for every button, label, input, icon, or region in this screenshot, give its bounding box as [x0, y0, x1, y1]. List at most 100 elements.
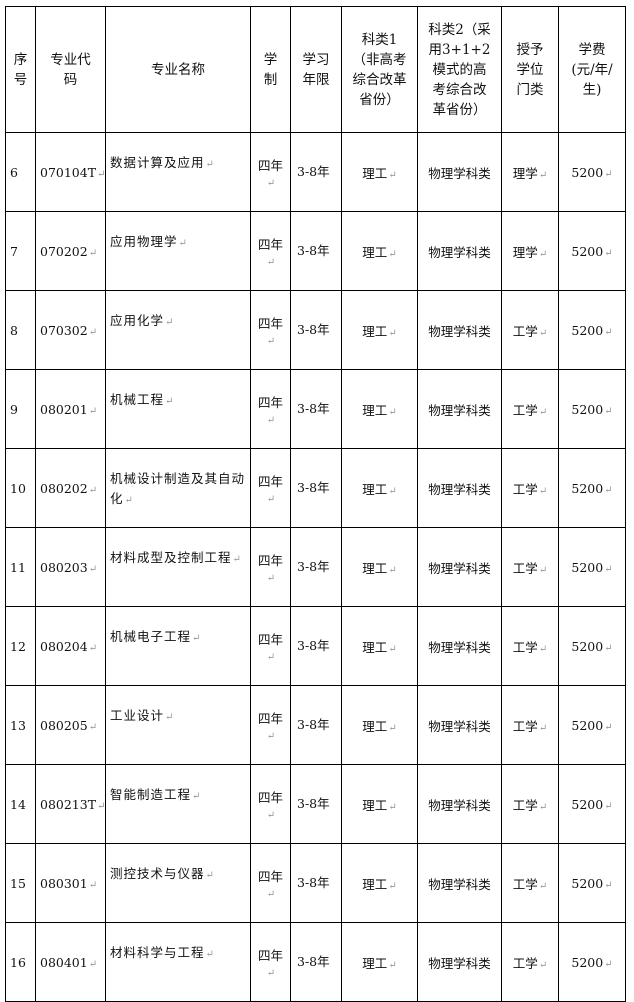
header-code: 专业代码 [35, 6, 106, 133]
cell-fee: 5200 [558, 922, 626, 1002]
table-row: 12080204机械电子工程四年3-8年理工物理学科类工学5200 [5, 606, 626, 686]
cell-name: 材料成型及控制工程 [105, 527, 251, 607]
table-row: 10080202机械设计制造及其自动化四年3-8年理工物理学科类工学5200 [5, 448, 626, 528]
cell-name: 材料科学与工程 [105, 922, 251, 1002]
cell-degree: 工学 [501, 290, 559, 370]
cell-cat1: 理工 [341, 448, 418, 528]
cell-cat2: 物理学科类 [417, 369, 502, 449]
cell-code: 080205 [35, 685, 106, 765]
cell-years: 3-8年 [290, 764, 342, 844]
cell-degree: 工学 [501, 685, 559, 765]
cell-name: 数据计算及应用 [105, 132, 251, 212]
cell-system: 四年 [250, 764, 291, 844]
cell-code: 080201 [35, 369, 106, 449]
cell-seq: 13 [5, 685, 36, 765]
cell-cat2: 物理学科类 [417, 211, 502, 291]
cell-code: 070202 [35, 211, 106, 291]
cell-name: 机械工程 [105, 369, 251, 449]
cell-code: 070302 [35, 290, 106, 370]
header-system: 学制 [250, 6, 291, 133]
header-fee: 学费(元/年/生) [558, 6, 626, 133]
table-row: 11080203材料成型及控制工程四年3-8年理工物理学科类工学5200 [5, 527, 626, 607]
cell-cat2: 物理学科类 [417, 527, 502, 607]
header-years: 学习年限 [290, 6, 342, 133]
cell-cat2: 物理学科类 [417, 448, 502, 528]
cell-years: 3-8年 [290, 685, 342, 765]
header-cat2: 科类2（采用3+1+2模式的高考综合改革省份） [417, 6, 502, 133]
cell-system: 四年 [250, 290, 291, 370]
cell-seq: 15 [5, 843, 36, 923]
cell-cat2: 物理学科类 [417, 685, 502, 765]
cell-cat1: 理工 [341, 132, 418, 212]
cell-cat2: 物理学科类 [417, 764, 502, 844]
header-row: 序号 专业代码 专业名称 学制 学习年限 科类1（非高考综合改革省份） 科类2（… [5, 6, 626, 133]
cell-cat1: 理工 [341, 922, 418, 1002]
header-degree: 授予学位门类 [501, 6, 559, 133]
table-row: 6070104T数据计算及应用四年3-8年理工物理学科类理学5200 [5, 132, 626, 212]
cell-cat2: 物理学科类 [417, 922, 502, 1002]
cell-seq: 8 [5, 290, 36, 370]
cell-fee: 5200 [558, 132, 626, 212]
cell-seq: 6 [5, 132, 36, 212]
table-row: 16080401材料科学与工程四年3-8年理工物理学科类工学5200 [5, 922, 626, 1002]
cell-name: 机械设计制造及其自动化 [105, 448, 251, 528]
header-name: 专业名称 [105, 6, 251, 133]
cell-code: 080401 [35, 922, 106, 1002]
cell-code: 080204 [35, 606, 106, 686]
cell-cat2: 物理学科类 [417, 132, 502, 212]
cell-system: 四年 [250, 369, 291, 449]
cell-system: 四年 [250, 527, 291, 607]
cell-seq: 14 [5, 764, 36, 844]
cell-name: 应用物理学 [105, 211, 251, 291]
cell-degree: 工学 [501, 448, 559, 528]
cell-cat1: 理工 [341, 843, 418, 923]
cell-system: 四年 [250, 606, 291, 686]
cell-seq: 7 [5, 211, 36, 291]
cell-fee: 5200 [558, 369, 626, 449]
cell-name: 工业设计 [105, 685, 251, 765]
cell-degree: 工学 [501, 369, 559, 449]
cell-years: 3-8年 [290, 211, 342, 291]
table-row: 7070202应用物理学四年3-8年理工物理学科类理学5200 [5, 211, 626, 291]
cell-cat1: 理工 [341, 211, 418, 291]
cell-system: 四年 [250, 685, 291, 765]
cell-cat1: 理工 [341, 290, 418, 370]
cell-degree: 理学 [501, 211, 559, 291]
table-row: 15080301测控技术与仪器四年3-8年理工物理学科类工学5200 [5, 843, 626, 923]
cell-cat2: 物理学科类 [417, 606, 502, 686]
cell-years: 3-8年 [290, 448, 342, 528]
table-row: 14080213T智能制造工程四年3-8年理工物理学科类工学5200 [5, 764, 626, 844]
cell-system: 四年 [250, 922, 291, 1002]
cell-years: 3-8年 [290, 132, 342, 212]
cell-code: 070104T [35, 132, 106, 212]
cell-fee: 5200 [558, 448, 626, 528]
header-seq: 序号 [5, 6, 36, 133]
cell-cat1: 理工 [341, 685, 418, 765]
cell-name: 机械电子工程 [105, 606, 251, 686]
cell-seq: 12 [5, 606, 36, 686]
cell-code: 080203 [35, 527, 106, 607]
cell-fee: 5200 [558, 211, 626, 291]
cell-fee: 5200 [558, 843, 626, 923]
header-cat1: 科类1（非高考综合改革省份） [341, 6, 418, 133]
cell-cat1: 理工 [341, 369, 418, 449]
cell-cat1: 理工 [341, 606, 418, 686]
cell-name: 测控技术与仪器 [105, 843, 251, 923]
cell-system: 四年 [250, 448, 291, 528]
cell-cat2: 物理学科类 [417, 290, 502, 370]
cell-years: 3-8年 [290, 369, 342, 449]
cell-degree: 工学 [501, 764, 559, 844]
cell-cat1: 理工 [341, 527, 418, 607]
cell-degree: 工学 [501, 922, 559, 1002]
cell-fee: 5200 [558, 685, 626, 765]
cell-fee: 5200 [558, 527, 626, 607]
cell-seq: 9 [5, 369, 36, 449]
cell-degree: 工学 [501, 527, 559, 607]
cell-years: 3-8年 [290, 843, 342, 923]
cell-fee: 5200 [558, 606, 626, 686]
cell-fee: 5200 [558, 290, 626, 370]
cell-cat2: 物理学科类 [417, 843, 502, 923]
cell-seq: 10 [5, 448, 36, 528]
cell-fee: 5200 [558, 764, 626, 844]
cell-years: 3-8年 [290, 922, 342, 1002]
